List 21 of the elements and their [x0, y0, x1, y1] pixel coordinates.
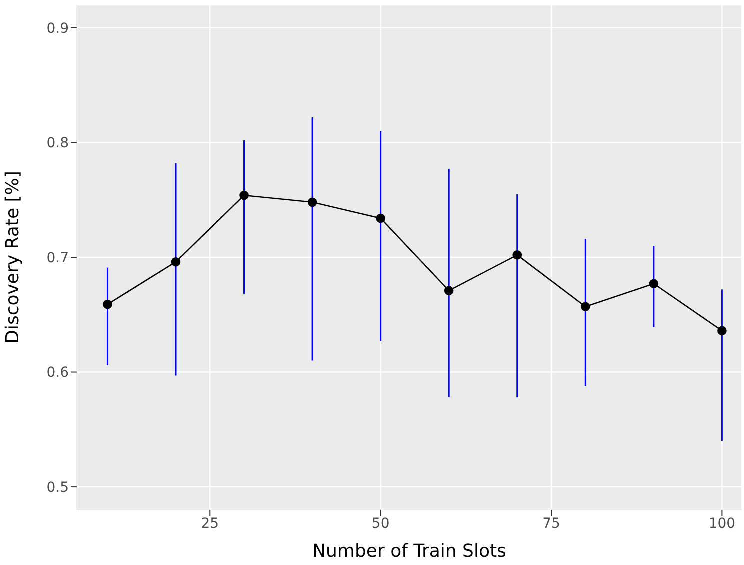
point — [376, 214, 386, 224]
point — [308, 198, 318, 208]
point — [240, 190, 249, 200]
x-tick-label: 100 — [708, 516, 736, 532]
x-tick-label: 50 — [372, 516, 390, 532]
x-tick-label: 75 — [542, 516, 560, 532]
x-axis-title: Number of Train Slots — [312, 541, 506, 562]
point — [171, 257, 181, 267]
point — [649, 279, 659, 289]
y-tick-label: 0.8 — [46, 136, 69, 152]
point — [444, 286, 454, 296]
point — [581, 302, 590, 312]
y-axis-title: Discovery Rate [%] — [2, 171, 24, 344]
y-tick-label: 0.6 — [46, 365, 70, 382]
point — [103, 300, 112, 310]
y-tick-label: 0.5 — [46, 480, 69, 496]
y-tick-label: 0.7 — [46, 250, 69, 266]
x-tick-label: 25 — [201, 516, 220, 532]
point — [718, 326, 727, 336]
point — [512, 250, 522, 260]
y-tick-label: 0.9 — [46, 20, 69, 37]
